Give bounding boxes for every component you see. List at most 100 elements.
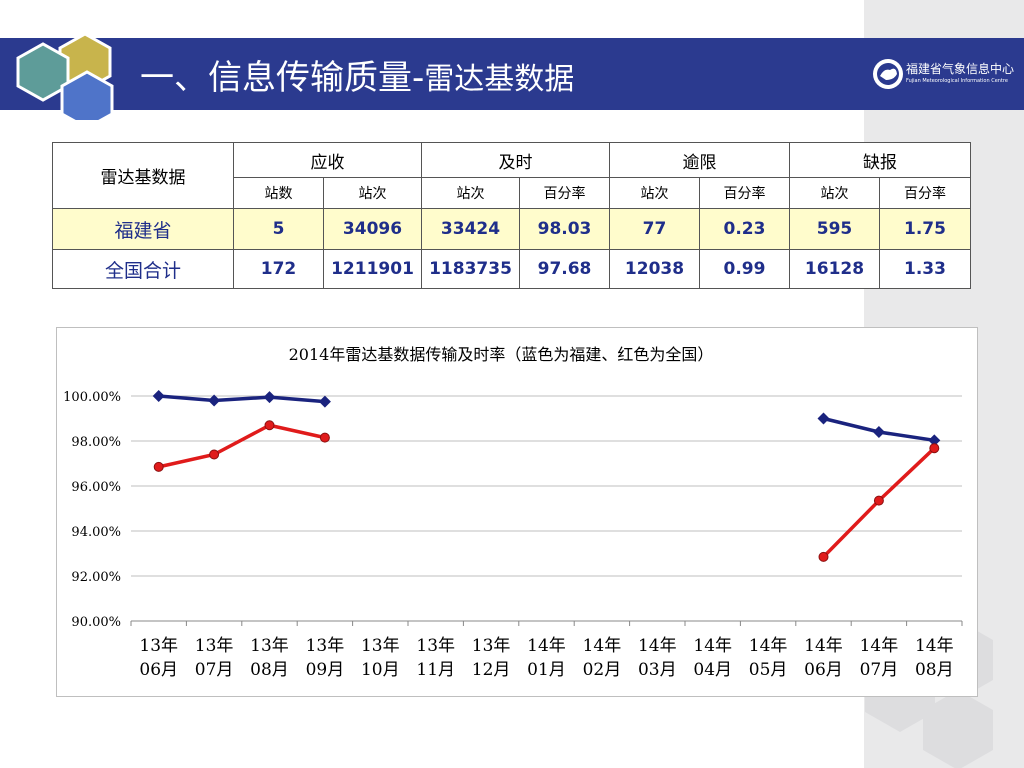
x-tick-label: 14年 [749, 636, 788, 656]
data-point [319, 432, 330, 443]
table-subheader-row: 站数 站次 站次 百分率 站次 百分率 站次 百分率 [53, 177, 971, 209]
radar-data-table: 雷达基数据 应收 及时 逾限 缺报 站数 站次 站次 百分率 站次 百分率 站次… [52, 142, 971, 289]
x-tick-label: 04月 [693, 660, 732, 680]
table-cell: 0.99 [699, 249, 790, 289]
x-tick-label: 14年 [804, 636, 843, 656]
page-title: 一、信息传输质量-雷达基数据 [140, 50, 574, 99]
x-tick-label: 13年 [250, 636, 289, 656]
x-tick-label: 13年 [472, 636, 511, 656]
subheader-cell: 站次 [789, 177, 880, 209]
weather-logo-icon [873, 59, 903, 89]
table-cell: 98.03 [519, 208, 610, 250]
title-sub: 雷达基数据 [424, 62, 575, 97]
data-point [929, 443, 940, 454]
subheader-cell: 百分率 [879, 177, 971, 209]
x-tick-label: 14年 [860, 636, 899, 656]
logo-name: 福建省气象信息中心 [906, 62, 1015, 76]
x-tick-label: 11月 [416, 660, 455, 680]
x-tick-label: 02月 [583, 660, 622, 680]
title-main: 一、信息传输质量- [140, 58, 425, 98]
table-cell: 0.23 [699, 208, 790, 250]
y-tick-label: 94.00% [71, 525, 121, 540]
series-line-2 [158, 423, 326, 469]
header-group-late: 逾限 [609, 142, 790, 178]
subheader-cell: 站次 [421, 177, 520, 209]
y-tick-label: 92.00% [71, 570, 121, 585]
x-tick-label: 08月 [250, 660, 289, 680]
x-tick-label: 14年 [693, 636, 732, 656]
subheader-cell: 百分率 [519, 177, 610, 209]
x-tick-label: 09月 [306, 660, 345, 680]
table-cell: 16128 [789, 249, 880, 289]
data-point [818, 551, 829, 562]
data-point [873, 495, 884, 506]
x-tick-label: 13年 [416, 636, 455, 656]
data-point [263, 391, 276, 404]
x-tick-label: 06月 [804, 660, 843, 680]
data-point [209, 449, 220, 460]
data-point [264, 420, 275, 431]
y-tick-label: 100.00% [63, 390, 121, 405]
data-point [208, 394, 221, 407]
x-tick-label: 05月 [749, 660, 788, 680]
table-header-row: 雷达基数据 应收 及时 逾限 缺报 [52, 142, 971, 209]
data-point [872, 426, 885, 438]
table-cell: 5 [233, 208, 324, 250]
organization-logo: 福建省气象信息中心 Fujian Meteorological Informat… [866, 46, 1022, 102]
x-tick-label: 14年 [583, 636, 622, 656]
subheader-cell: 站次 [609, 177, 700, 209]
header-group-expected: 应收 [233, 142, 422, 178]
x-tick-label: 06月 [139, 660, 178, 680]
row-label: 福建省 [52, 208, 234, 250]
table-cell: 97.68 [519, 249, 610, 289]
logo-subtitle: Fujian Meteorological Information Centre [906, 78, 1008, 84]
x-tick-label: 07月 [860, 660, 899, 680]
y-tick-label: 96.00% [71, 480, 121, 495]
table-cell: 1211901 [323, 249, 422, 289]
table-cell: 33424 [421, 208, 520, 250]
x-tick-label: 13年 [139, 636, 178, 656]
table-cell: 77 [609, 208, 700, 250]
x-tick-label: 14年 [638, 636, 677, 656]
title-banner [0, 38, 864, 110]
table-cell: 172 [233, 249, 324, 289]
table-cell: 34096 [323, 208, 422, 250]
x-tick-label: 14年 [527, 636, 566, 656]
table-cell: 1.33 [879, 249, 971, 289]
x-tick-label: 13年 [195, 636, 234, 656]
subheader-cell: 站次 [323, 177, 422, 209]
data-point [318, 395, 331, 408]
x-tick-label: 07月 [195, 660, 234, 680]
header-group-missing: 缺报 [789, 142, 971, 178]
series-line-1 [158, 394, 326, 404]
table-corner-header: 雷达基数据 [52, 142, 234, 209]
line-chart: 2014年雷达基数据传输及时率（蓝色为福建、红色为全国） 100.00% 98.0… [63, 345, 963, 680]
x-tick-label: 12月 [472, 660, 511, 680]
y-tick-label: 98.00% [71, 435, 121, 450]
data-point [153, 461, 164, 472]
x-tick-label: 10月 [361, 660, 400, 680]
x-tick-label: 13年 [361, 636, 400, 656]
y-tick-label: 90.00% [71, 615, 121, 630]
table-row-national: 全国合计 172 1211901 1183735 97.68 12038 0.9… [52, 249, 971, 289]
x-tick-label: 13年 [306, 636, 345, 656]
data-point [817, 412, 830, 425]
x-tick-label: 08月 [915, 660, 954, 680]
x-tick-label: 03月 [638, 660, 677, 680]
table-cell: 1183735 [421, 249, 520, 289]
data-point [928, 434, 941, 447]
subheader-cell: 百分率 [699, 177, 790, 209]
table-cell: 1.75 [879, 208, 971, 250]
data-point [152, 390, 165, 402]
table-cell: 12038 [609, 249, 700, 289]
table-row-fujian: 福建省 5 34096 33424 98.03 77 0.23 595 1.75 [52, 208, 971, 250]
row-label: 全国合计 [52, 249, 234, 289]
chart-title: 2014年雷达基数据传输及时率（蓝色为福建、红色为全国） [289, 345, 714, 364]
header-group-timely: 及时 [421, 142, 610, 178]
table-cell: 595 [789, 208, 880, 250]
x-tick-label: 14年 [915, 636, 954, 656]
x-tick-label: 01月 [527, 660, 566, 680]
title-hexagon-icon [16, 32, 114, 120]
chart-container: 2014年雷达基数据传输及时率（蓝色为福建、红色为全国） 100.00% 98.0… [56, 327, 978, 697]
subheader-cell: 站数 [233, 177, 324, 209]
